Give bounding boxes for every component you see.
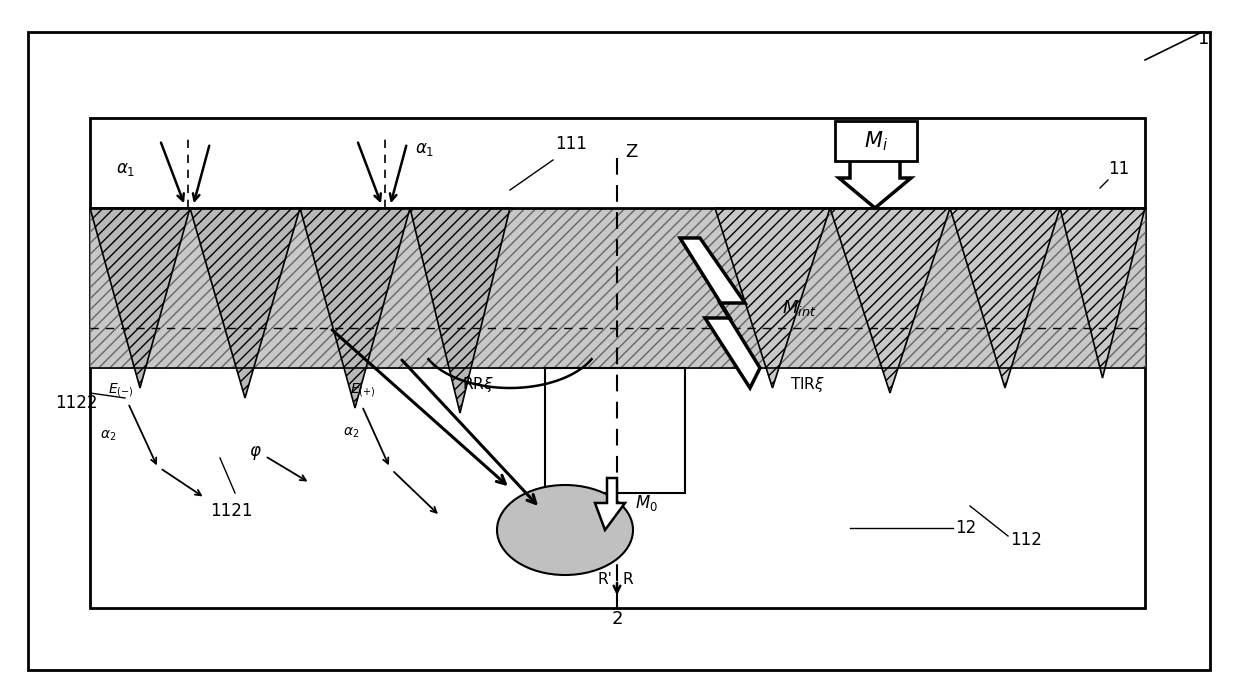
Text: 11: 11 xyxy=(1109,160,1130,178)
Text: 113: 113 xyxy=(546,500,577,518)
Text: $\alpha_1$: $\alpha_1$ xyxy=(117,161,135,179)
Polygon shape xyxy=(830,208,950,393)
Polygon shape xyxy=(595,478,625,530)
Polygon shape xyxy=(1060,208,1145,378)
Text: Z: Z xyxy=(625,143,637,161)
Text: $M_{int}$: $M_{int}$ xyxy=(782,298,816,318)
FancyArrow shape xyxy=(839,133,911,208)
Text: 1: 1 xyxy=(1198,30,1209,48)
Polygon shape xyxy=(91,208,190,388)
Polygon shape xyxy=(715,208,830,388)
Bar xyxy=(91,208,1145,368)
Text: 2: 2 xyxy=(611,610,622,628)
Bar xyxy=(91,118,1145,608)
Text: R: R xyxy=(622,572,632,588)
Text: $\alpha_1$: $\alpha_1$ xyxy=(415,142,434,158)
Text: 111: 111 xyxy=(556,135,587,153)
Text: 1121: 1121 xyxy=(210,502,253,520)
Polygon shape xyxy=(190,208,300,398)
Text: $\alpha_2$: $\alpha_2$ xyxy=(343,426,360,440)
Text: 1122: 1122 xyxy=(55,394,98,412)
Text: $\varphi$: $\varphi$ xyxy=(248,444,262,462)
Text: 12: 12 xyxy=(955,519,976,537)
Bar xyxy=(91,208,1145,368)
Text: $E_{(+)}$: $E_{(+)}$ xyxy=(350,381,376,399)
Text: R': R' xyxy=(598,572,613,588)
Text: 112: 112 xyxy=(1011,531,1042,549)
Polygon shape xyxy=(300,208,410,408)
Text: RR$\xi$: RR$\xi$ xyxy=(463,375,494,394)
Text: $\alpha_2$: $\alpha_2$ xyxy=(100,429,117,443)
Polygon shape xyxy=(410,208,510,413)
Text: $M_i$: $M_i$ xyxy=(864,129,888,153)
Bar xyxy=(546,368,684,493)
Polygon shape xyxy=(950,208,1060,388)
Ellipse shape xyxy=(497,485,632,575)
Text: $E_{(-)}$: $E_{(-)}$ xyxy=(108,381,134,399)
Bar xyxy=(835,121,918,161)
Polygon shape xyxy=(680,238,760,388)
Text: TIR$\xi$: TIR$\xi$ xyxy=(790,375,826,394)
Text: $M_0$: $M_0$ xyxy=(635,493,658,513)
